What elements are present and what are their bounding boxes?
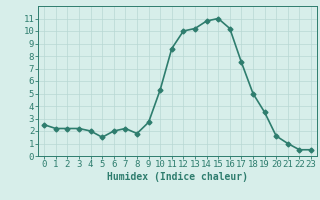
- X-axis label: Humidex (Indice chaleur): Humidex (Indice chaleur): [107, 172, 248, 182]
